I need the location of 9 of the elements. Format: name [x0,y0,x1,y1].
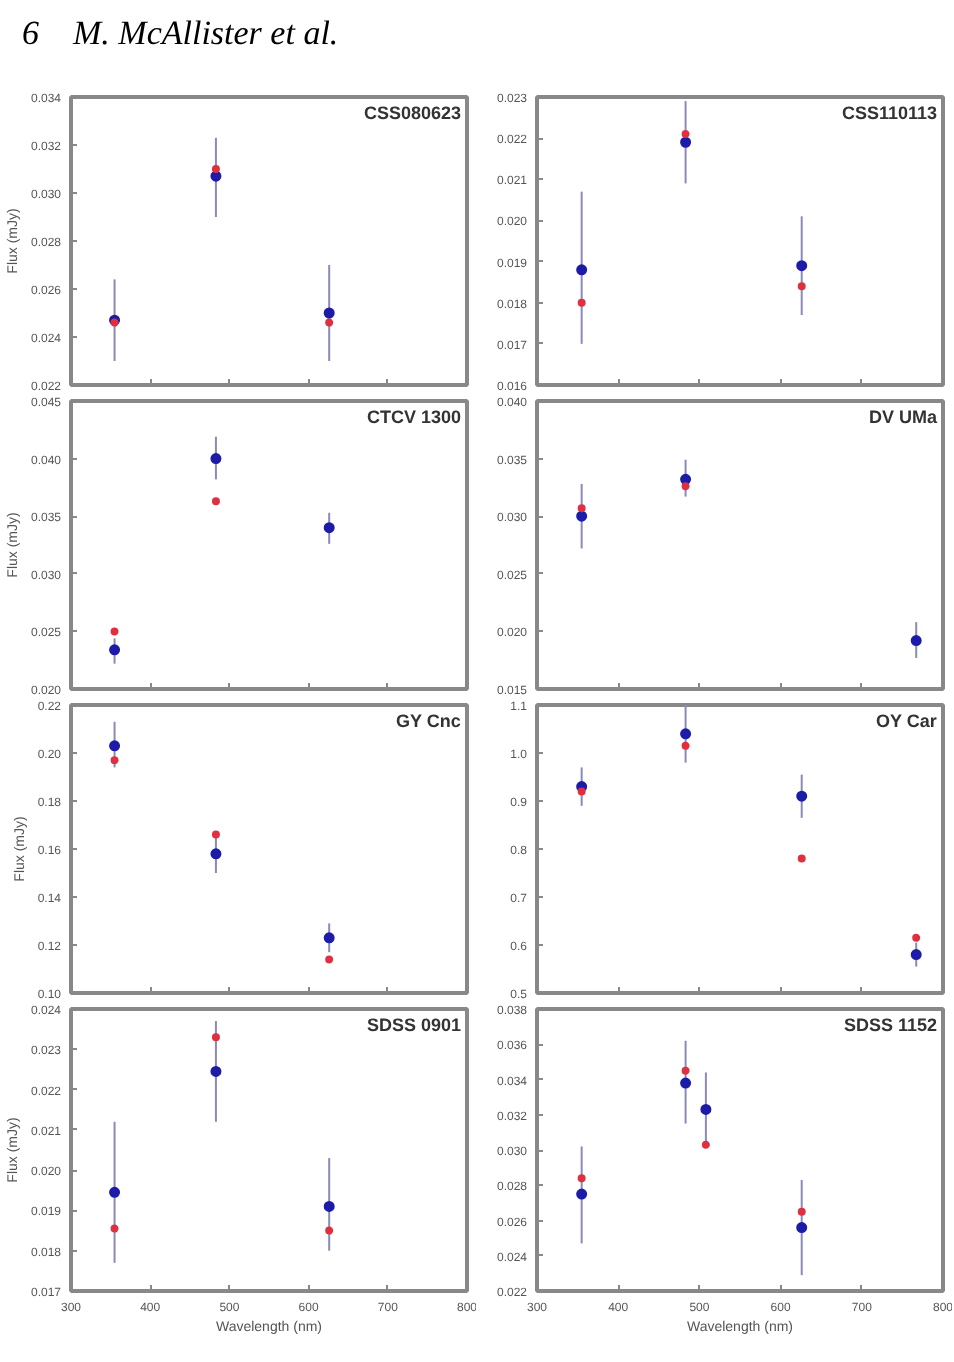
annotation: GY Cnc [395,711,461,731]
annotation: CSS110113 [841,103,937,123]
annotation: DV UMa [868,407,939,427]
annotation: SDSS 1152 [843,1015,938,1035]
annotation: OY Car [875,711,938,731]
text: 6 M. McAllister et al. [22,14,339,52]
annotation: CSS080623 [363,103,462,123]
annotation: CTCV 1300 [366,407,462,427]
annotation: SDSS 0901 [366,1015,461,1035]
